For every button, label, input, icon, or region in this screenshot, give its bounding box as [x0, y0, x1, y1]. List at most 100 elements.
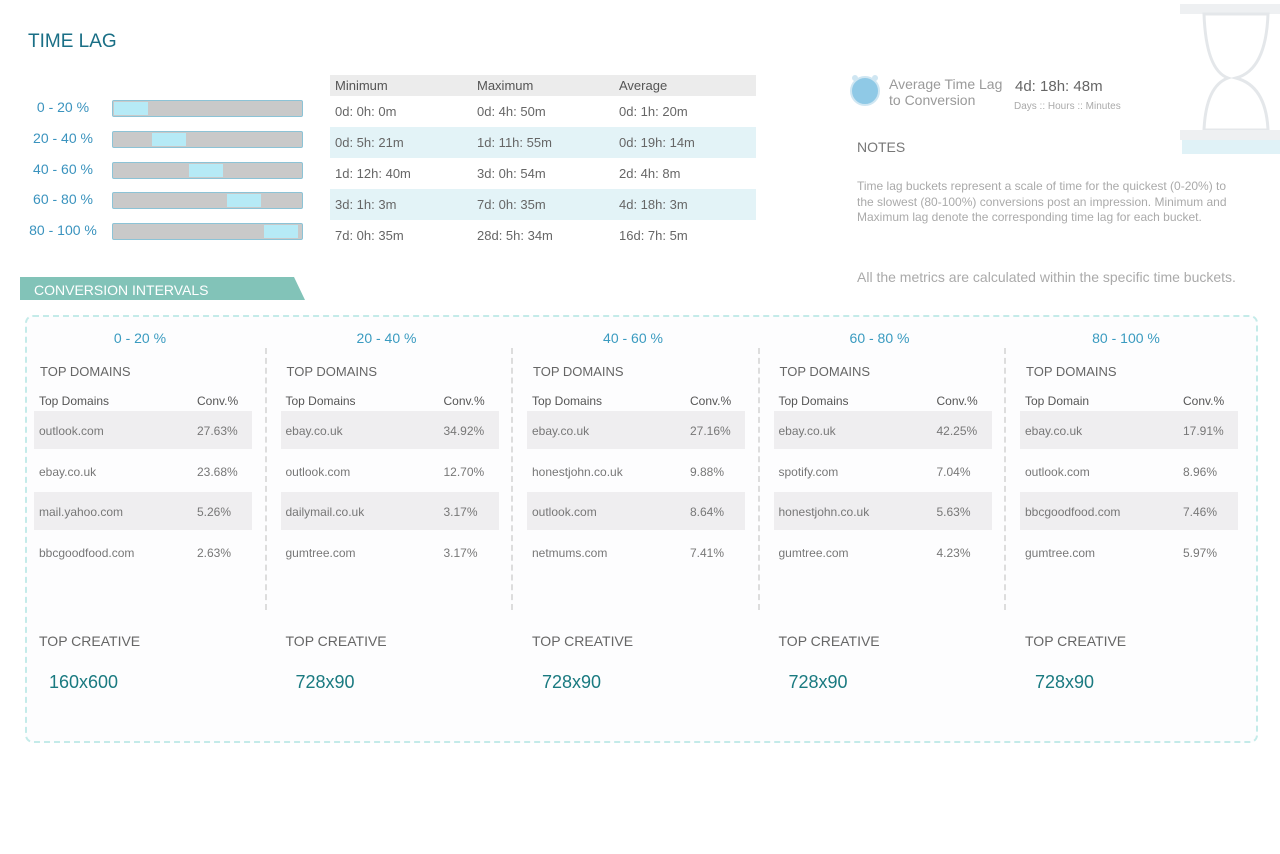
interval-title: 20 - 40 % — [356, 330, 417, 346]
column-divider — [511, 348, 513, 610]
domain-cell: 9.88% — [690, 464, 725, 479]
domain-cell: 3.17% — [443, 505, 478, 519]
domain-cell: outlook.com — [532, 505, 597, 519]
domain-cell: netmums.com — [532, 545, 608, 560]
domain-cell: gumtree.com — [1025, 545, 1096, 560]
table-row-bg — [330, 127, 756, 158]
domain-cell: 17.91% — [1183, 424, 1224, 438]
notes-text: Time lag buckets represent a scale of ti… — [857, 179, 1227, 224]
table-cell: 0d: 0h: 0m — [335, 104, 397, 119]
creative-title: TOP CREATIVE — [285, 633, 387, 649]
interval-title: 80 - 100 % — [1092, 330, 1160, 346]
domain-cell: 5.63% — [936, 505, 971, 519]
domains-column-header: Top Domains — [532, 394, 603, 408]
bucket-highlight — [151, 132, 186, 146]
interval-title: 40 - 60 % — [603, 330, 663, 346]
domain-cell: 27.63% — [197, 424, 238, 438]
domain-cell: ebay.co.uk — [532, 424, 590, 438]
bucket-label: 60 - 80 % — [33, 191, 93, 208]
bucket-label: 80 - 100 % — [29, 222, 97, 239]
domain-cell: ebay.co.uk — [778, 424, 836, 438]
domain-row-bg — [34, 492, 252, 530]
bucket-highlight — [114, 102, 148, 115]
column-divider — [264, 348, 267, 610]
section-title: CONVERSION INTERVALS — [34, 282, 209, 298]
domain-cell: honestjohn.co.uk — [778, 505, 870, 519]
creative-value: 728x90 — [788, 672, 848, 692]
interval-title: 0 - 20 % — [113, 330, 167, 346]
domain-row-bg — [527, 411, 745, 449]
domain-cell: 23.68% — [197, 464, 238, 479]
title: TIME LAG — [28, 31, 117, 52]
bucket-bar — [112, 223, 303, 241]
creative-value: 728x90 — [542, 672, 602, 692]
domain-row-bg — [280, 492, 499, 530]
table-row-bg — [330, 189, 756, 220]
domain-cell: 27.16% — [690, 424, 731, 438]
domain-cell: 5.97% — [1183, 545, 1218, 560]
domain-cell: ebay.co.uk — [39, 464, 97, 479]
domain-cell: ebay.co.uk — [285, 424, 343, 438]
section-banner — [20, 277, 305, 300]
domains-heading: TOP DOMAINS — [779, 364, 871, 379]
notes-footer: All the metrics are calculated within th… — [857, 269, 1236, 285]
hourglass-icon — [1180, 4, 1280, 154]
domain-row-bg — [34, 411, 252, 449]
domain-cell: 42.25% — [936, 424, 978, 438]
table-cell: 0d: 5h: 21m — [335, 135, 404, 150]
table-header — [330, 75, 756, 96]
domain-cell: 7.46% — [1183, 505, 1218, 519]
domain-cell: bbcgoodfood.com — [1025, 505, 1121, 519]
creative-title: TOP CREATIVE — [39, 633, 141, 649]
bucket-bar — [112, 192, 303, 210]
bucket-label: 0 - 20 % — [36, 99, 90, 115]
average-label: Average Time Lag to Conversion — [889, 76, 1003, 108]
table-cell: 1d: 11h: 55m — [477, 135, 552, 150]
domains-column-header: Top Domains — [778, 394, 849, 408]
domains-column-header: Conv.% — [197, 394, 239, 408]
table-cell: 16d: 7h: 5m — [619, 228, 688, 243]
table-cell: 3d: 0h: 54m — [477, 166, 546, 181]
creative-value: 728x90 — [1035, 672, 1095, 692]
domain-cell: honestjohn.co.uk — [532, 464, 623, 479]
domain-cell: gumtree.com — [285, 545, 356, 560]
table-column-header: Maximum — [477, 78, 534, 93]
domain-row-bg — [773, 411, 992, 449]
domains-heading: TOP DOMAINS — [40, 364, 131, 379]
bucket-bar — [112, 100, 303, 117]
creative-title: TOP CREATIVE — [532, 633, 634, 649]
domains-column-header: Conv.% — [936, 394, 978, 408]
table-column-header: Average — [619, 78, 668, 93]
table-cell: 3d: 1h: 3m — [335, 197, 397, 212]
notes-title: NOTES — [857, 139, 906, 155]
table-cell: 0d: 4h: 50m — [477, 104, 546, 119]
bucket-highlight — [226, 194, 261, 208]
column-divider — [1004, 348, 1006, 610]
domain-cell: outlook.com — [1025, 464, 1090, 479]
domain-cell: spotify.com — [778, 464, 839, 479]
domain-cell: 5.26% — [197, 505, 232, 519]
domain-cell: ebay.co.uk — [1025, 424, 1083, 438]
clock-icon — [850, 75, 880, 106]
domain-cell: 7.41% — [690, 545, 725, 560]
bucket-highlight — [189, 163, 223, 177]
table-cell: 1d: 12h: 40m — [335, 166, 411, 181]
bucket-label: 20 - 40 % — [33, 129, 93, 146]
interval-title: 60 - 80 % — [849, 330, 910, 346]
creative-title: TOP CREATIVE — [778, 633, 880, 649]
domain-cell: 8.96% — [1183, 464, 1218, 479]
domain-row-bg — [280, 411, 499, 449]
table-cell: 0d: 19h: 14m — [619, 135, 695, 150]
table-cell: 28d: 5h: 34m — [477, 228, 553, 243]
domains-column-header: Conv.% — [690, 394, 732, 408]
domain-cell: 12.70% — [443, 464, 485, 479]
domain-cell: 3.17% — [443, 545, 478, 560]
domain-cell: outlook.com — [285, 464, 351, 479]
domains-column-header: Top Domains — [285, 394, 356, 408]
creative-title: TOP CREATIVE — [1025, 633, 1127, 649]
domain-row-bg — [773, 492, 992, 530]
domain-cell: dailymail.co.uk — [285, 505, 365, 519]
domain-cell: 7.04% — [936, 464, 971, 479]
table-cell: 7d: 0h: 35m — [477, 197, 546, 212]
